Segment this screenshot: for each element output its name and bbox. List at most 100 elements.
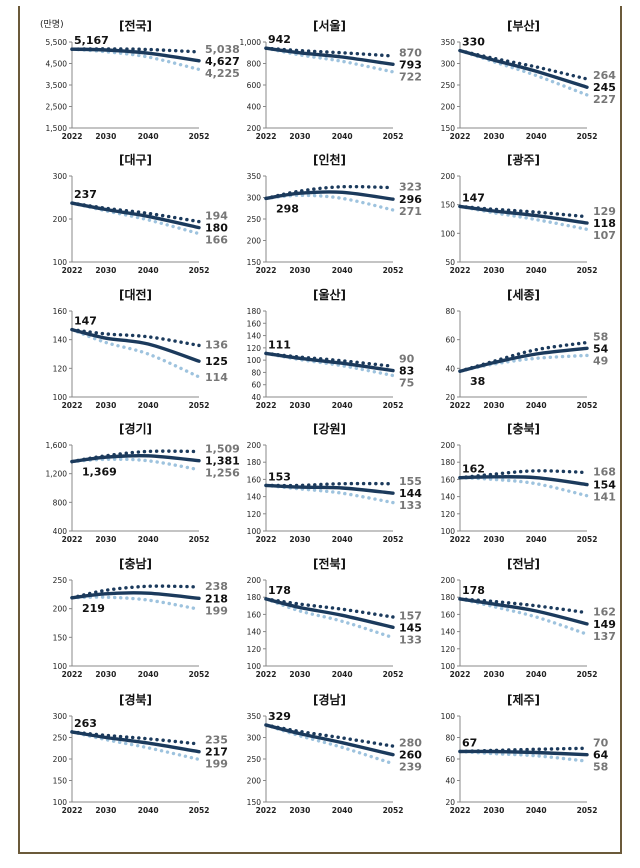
end-value-label-mid: 180 (205, 222, 228, 235)
x-tick-label: 2030 (289, 401, 310, 410)
end-value-label-high: 280 (399, 737, 422, 750)
end-value-label-mid: 217 (205, 746, 228, 759)
y-tick-label: 160 (441, 475, 456, 484)
x-tick-label: 2052 (383, 670, 404, 679)
y-tick-label: 4,500 (46, 60, 68, 69)
chart-title: [강원] (313, 422, 346, 436)
chart-title: [전북] (313, 556, 346, 571)
y-tick-label: 200 (53, 215, 68, 224)
y-tick-label: 60 (445, 755, 455, 764)
series-line-high (264, 723, 395, 748)
y-tick-label: 200 (441, 172, 456, 181)
start-value-label: 263 (74, 717, 97, 730)
series-line-mid (264, 723, 395, 757)
y-tick-label: 120 (247, 645, 262, 654)
x-tick-label: 2052 (383, 132, 404, 141)
x-tick-label: 2052 (189, 401, 210, 410)
x-tick-label: 2030 (289, 806, 310, 815)
end-value-label-mid: 118 (593, 217, 616, 230)
x-tick-label: 2052 (189, 266, 210, 275)
x-tick-label: 2030 (483, 806, 504, 815)
x-tick-label: 2040 (526, 401, 547, 410)
start-value-label: 237 (74, 188, 97, 201)
x-tick-label: 2030 (289, 132, 310, 141)
end-value-label-high: 235 (205, 734, 228, 747)
y-tick-label: 150 (247, 258, 262, 267)
series-line-mid (458, 597, 589, 626)
x-tick-label: 2040 (526, 670, 547, 679)
end-value-label-low: 166 (205, 234, 228, 247)
x-tick-label: 2022 (62, 806, 83, 815)
x-tick-label: 2040 (332, 132, 353, 141)
y-tick-label: 800 (247, 60, 262, 69)
x-tick-label: 2052 (577, 806, 598, 815)
x-tick-label: 2022 (62, 266, 83, 275)
y-tick-label: 140 (441, 493, 456, 502)
y-tick-label: 150 (441, 124, 456, 133)
start-value-label: 111 (268, 338, 291, 351)
y-tick-label: 180 (247, 458, 262, 467)
y-tick-label: 5,500 (46, 38, 68, 47)
x-tick-label: 2022 (62, 535, 83, 544)
y-tick-label: 200 (247, 441, 262, 450)
x-tick-label: 2052 (189, 535, 210, 544)
series-line-high (264, 597, 395, 619)
y-tick-label: 150 (247, 798, 262, 807)
end-value-label-mid: 296 (399, 193, 422, 206)
series-line-low (264, 597, 395, 640)
end-value-label-high: 129 (593, 205, 616, 218)
end-value-label-high: 1,509 (205, 443, 240, 456)
series-line-low (70, 201, 201, 236)
x-tick-label: 2040 (332, 806, 353, 815)
start-value-label: 178 (268, 584, 291, 597)
end-value-label-mid: 260 (399, 749, 422, 762)
x-tick-label: 2022 (256, 132, 277, 141)
series-line-high (264, 351, 395, 368)
series-line-high (264, 481, 395, 488)
start-value-label: 153 (268, 470, 291, 483)
y-tick-label: 120 (441, 645, 456, 654)
end-value-label-low: 141 (593, 491, 616, 504)
y-tick-label: 1,600 (46, 441, 68, 450)
x-tick-label: 2022 (450, 535, 471, 544)
end-value-label-mid: 218 (205, 592, 228, 605)
series-line-mid (458, 749, 589, 757)
x-tick-label: 2022 (450, 401, 471, 410)
y-tick-label: 40 (251, 393, 261, 402)
series-line-mid (70, 730, 201, 754)
end-value-label-mid: 125 (205, 355, 228, 368)
y-tick-label: 80 (251, 368, 261, 377)
x-tick-label: 2022 (450, 806, 471, 815)
x-tick-label: 2022 (450, 132, 471, 141)
series-line-low (458, 353, 589, 373)
x-tick-label: 2052 (577, 132, 598, 141)
x-tick-label: 2052 (189, 670, 210, 679)
end-value-label-mid: 1,381 (205, 455, 240, 468)
y-tick-label: 1,200 (46, 470, 68, 479)
end-value-label-low: 133 (399, 499, 422, 512)
x-tick-label: 2052 (577, 401, 598, 410)
x-tick-label: 2052 (189, 132, 210, 141)
end-value-label-high: 162 (593, 606, 616, 619)
series-line-mid (264, 46, 395, 66)
chart-title: [경북] (119, 693, 152, 707)
series-line-high (458, 340, 589, 373)
end-value-label-low: 227 (593, 93, 616, 106)
series-line-mid (458, 48, 589, 89)
y-tick-label: 200 (53, 755, 68, 764)
y-tick-label: 100 (441, 527, 456, 536)
y-tick-label: 100 (53, 798, 68, 807)
end-value-label-high: 155 (399, 475, 422, 488)
end-value-label-high: 5,038 (205, 43, 240, 56)
x-tick-label: 2040 (138, 401, 159, 410)
x-tick-label: 2030 (95, 670, 116, 679)
series-line-high (264, 184, 395, 201)
end-value-label-mid: 149 (593, 618, 616, 631)
chart-title: [대전] (119, 287, 152, 302)
y-tick-label: 300 (53, 172, 68, 181)
y-tick-label: 180 (441, 458, 456, 467)
y-tick-label: 200 (247, 124, 262, 133)
y-tick-label: 250 (247, 215, 262, 224)
x-tick-label: 2022 (256, 535, 277, 544)
page-frame (18, 6, 622, 854)
